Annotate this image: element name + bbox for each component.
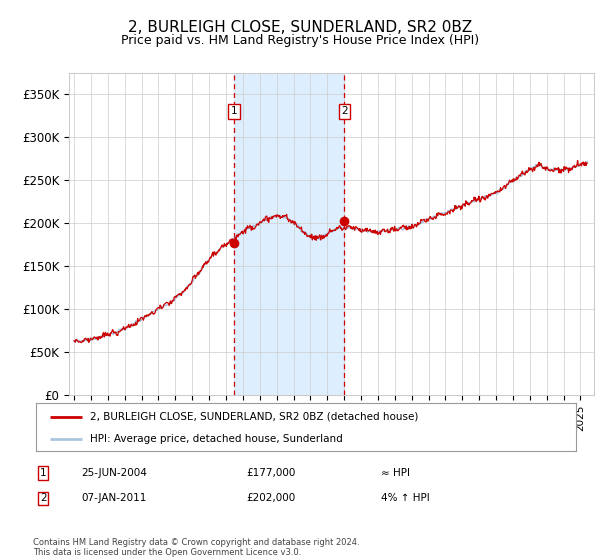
Text: 25-JUN-2004: 25-JUN-2004 [81,468,147,478]
Text: 2, BURLEIGH CLOSE, SUNDERLAND, SR2 0BZ (detached house): 2, BURLEIGH CLOSE, SUNDERLAND, SR2 0BZ (… [90,412,418,422]
Text: 2: 2 [40,493,47,503]
Text: Price paid vs. HM Land Registry's House Price Index (HPI): Price paid vs. HM Land Registry's House … [121,34,479,46]
Text: £202,000: £202,000 [246,493,295,503]
Text: ≈ HPI: ≈ HPI [381,468,410,478]
Text: Contains HM Land Registry data © Crown copyright and database right 2024.
This d: Contains HM Land Registry data © Crown c… [33,538,359,557]
Text: 07-JAN-2011: 07-JAN-2011 [81,493,146,503]
Text: HPI: Average price, detached house, Sunderland: HPI: Average price, detached house, Sund… [90,434,343,444]
Text: £177,000: £177,000 [246,468,295,478]
Bar [234,73,344,395]
Text: 2: 2 [341,106,348,116]
Text: 4% ↑ HPI: 4% ↑ HPI [381,493,430,503]
Text: 1: 1 [40,468,47,478]
Text: 1: 1 [231,106,238,116]
Text: 2, BURLEIGH CLOSE, SUNDERLAND, SR2 0BZ: 2, BURLEIGH CLOSE, SUNDERLAND, SR2 0BZ [128,20,472,35]
